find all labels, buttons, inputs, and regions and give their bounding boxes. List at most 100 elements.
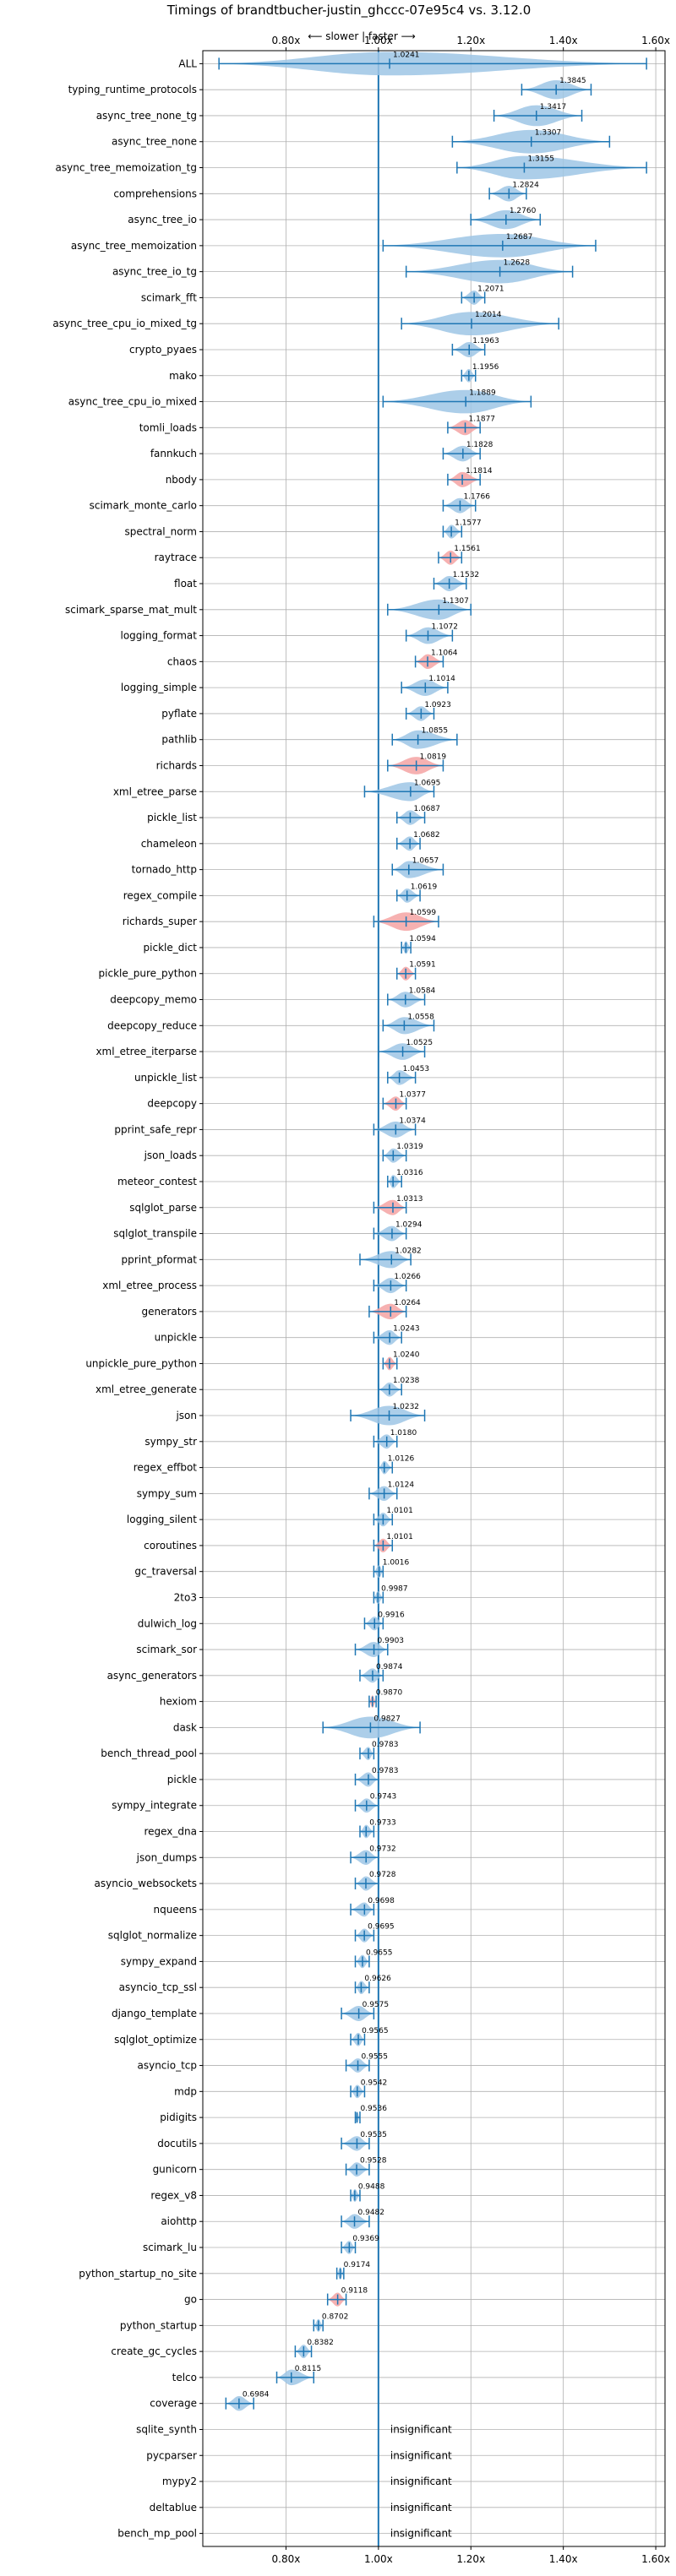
benchmark-label: sympy_sum bbox=[137, 1487, 197, 1499]
value-label: 1.1963 bbox=[472, 337, 499, 345]
benchmark-label: pickle bbox=[167, 1774, 197, 1785]
benchmark-label: async_tree_none_tg bbox=[96, 110, 197, 122]
benchmark-label: python_startup_no_site bbox=[79, 2268, 197, 2280]
value-label: 1.3307 bbox=[535, 129, 562, 138]
value-label: 0.9626 bbox=[364, 1975, 391, 1983]
value-label: 1.0241 bbox=[393, 51, 420, 59]
benchmark-label: sympy_str bbox=[144, 1436, 197, 1448]
benchmark-label: regex_dna bbox=[144, 1826, 197, 1838]
value-label: 1.1828 bbox=[466, 441, 493, 449]
value-label: 0.8382 bbox=[307, 2339, 334, 2347]
value-label: 0.9118 bbox=[341, 2287, 368, 2296]
benchmark-label: async_tree_memoization_tg bbox=[56, 162, 197, 174]
benchmark-label: gunicorn bbox=[153, 2164, 197, 2176]
benchmark-label: float bbox=[174, 578, 197, 590]
value-label: 0.9695 bbox=[368, 1923, 395, 1932]
benchmark-label: async_generators bbox=[107, 1670, 197, 1682]
benchmark-label: generators bbox=[141, 1306, 197, 1318]
benchmark-label: regex_v8 bbox=[150, 2189, 197, 2201]
value-label: 0.9542 bbox=[361, 2079, 388, 2087]
value-label: 1.1532 bbox=[453, 571, 480, 579]
value-label: 0.9174 bbox=[344, 2261, 371, 2269]
benchmark-label: tomli_loads bbox=[139, 421, 197, 433]
benchmark-label: raytrace bbox=[155, 552, 197, 563]
benchmark-label: pycparser bbox=[146, 2449, 197, 2461]
benchmark-label: xml_etree_parse bbox=[113, 785, 197, 797]
value-label: 1.0294 bbox=[395, 1221, 422, 1230]
benchmark-label: json bbox=[175, 1410, 197, 1421]
value-label: 0.9916 bbox=[378, 1611, 405, 1619]
insignificant-label: insignificant bbox=[390, 2449, 452, 2461]
benchmark-label: scimark_sparse_mat_mult bbox=[65, 604, 197, 616]
benchmark-label: mako bbox=[169, 370, 197, 382]
value-label: 1.0599 bbox=[410, 909, 437, 917]
benchmark-label: richards bbox=[156, 759, 197, 771]
benchmark-label: async_tree_none bbox=[112, 136, 197, 148]
value-label: 0.9874 bbox=[376, 1663, 403, 1671]
benchmark-label: async_tree_io_tg bbox=[112, 266, 197, 278]
benchmark-label: aiohttp bbox=[161, 2215, 197, 2227]
value-label: 0.9565 bbox=[362, 2027, 389, 2035]
benchmark-label: deepcopy_memo bbox=[110, 994, 197, 1006]
value-label: 1.2628 bbox=[504, 259, 531, 268]
value-label: 1.0453 bbox=[403, 1065, 430, 1073]
value-label: 1.2014 bbox=[475, 311, 502, 319]
value-label: 1.0594 bbox=[409, 935, 436, 943]
value-label: 1.0591 bbox=[409, 961, 436, 970]
benchmark-label: unpickle_list bbox=[134, 1072, 197, 1084]
value-label: 1.0819 bbox=[420, 753, 447, 761]
value-label: 1.0282 bbox=[395, 1247, 422, 1255]
benchmark-label: scimark_monte_carlo bbox=[90, 500, 197, 512]
benchmark-label: sqlite_synth bbox=[136, 2423, 197, 2435]
benchmark-label: pprint_pformat bbox=[122, 1253, 198, 1265]
value-label: 0.9528 bbox=[360, 2157, 387, 2166]
x-tick-label-bottom: 1.60x bbox=[641, 2553, 670, 2565]
value-label: 0.6984 bbox=[243, 2391, 270, 2399]
benchmark-label: crypto_pyaes bbox=[129, 344, 197, 356]
value-label: 1.1889 bbox=[469, 389, 496, 398]
value-label: 1.0687 bbox=[413, 805, 440, 813]
benchmark-label: xml_etree_process bbox=[102, 1280, 197, 1291]
value-label: 1.0180 bbox=[390, 1429, 417, 1437]
value-label: 1.3417 bbox=[540, 103, 567, 111]
value-label: 1.0619 bbox=[411, 883, 438, 891]
benchmark-label: logging_silent bbox=[127, 1514, 197, 1525]
value-label: 1.1307 bbox=[442, 597, 469, 606]
value-label: 1.0525 bbox=[406, 1039, 433, 1047]
value-label: 1.0377 bbox=[399, 1091, 426, 1100]
value-label: 1.0238 bbox=[393, 1377, 420, 1385]
value-label: 1.0266 bbox=[394, 1273, 421, 1281]
benchmark-label: pickle_dict bbox=[144, 942, 198, 954]
tick-layer: 0.80x 0.80x 1.00x 1.00x 1.20x 1.20x 1.40x 1.40x… bbox=[52, 35, 670, 2565]
violin-layer bbox=[219, 52, 647, 2411]
value-label: 1.0923 bbox=[424, 701, 451, 709]
value-label: 1.3845 bbox=[559, 77, 586, 85]
chart-title: Timings of brandtbucher-justin_ghccc-07e… bbox=[166, 3, 532, 19]
plot-frame bbox=[202, 50, 666, 2547]
value-label: 1.2824 bbox=[512, 181, 539, 189]
benchmark-label: regex_compile bbox=[123, 889, 197, 901]
value-label: 1.0124 bbox=[388, 1481, 415, 1489]
value-label: 1.0101 bbox=[386, 1533, 413, 1541]
value-label: 0.9903 bbox=[378, 1637, 405, 1645]
benchmark-label: sqlglot_transpile bbox=[113, 1228, 197, 1240]
benchmark-label: json_loads bbox=[144, 1149, 197, 1161]
value-label: 1.1766 bbox=[463, 493, 490, 502]
benchmark-label: async_tree_cpu_io_mixed bbox=[68, 396, 197, 408]
value-label: 1.2760 bbox=[510, 207, 537, 215]
value-label: 1.0316 bbox=[396, 1169, 423, 1177]
benchmark-label: fannkuch bbox=[150, 448, 197, 459]
x-tick-label-top: 0.80x bbox=[272, 35, 301, 46]
x-tick-label-bottom: 1.40x bbox=[549, 2553, 578, 2565]
benchmark-label: 2to3 bbox=[174, 1591, 197, 1603]
value-label: 1.0695 bbox=[414, 779, 440, 787]
benchmark-label: tornado_http bbox=[132, 864, 197, 876]
value-label: 1.0584 bbox=[409, 987, 436, 996]
value-label: 0.8702 bbox=[322, 2312, 349, 2321]
benchmark-label: telco bbox=[172, 2372, 197, 2383]
x-tick-label-bottom: 0.80x bbox=[272, 2553, 301, 2565]
benchmark-label: gc_traversal bbox=[134, 1566, 197, 1578]
benchmark-label: scimark_sor bbox=[136, 1644, 197, 1655]
insignificant-label: insignificant bbox=[390, 2475, 452, 2487]
